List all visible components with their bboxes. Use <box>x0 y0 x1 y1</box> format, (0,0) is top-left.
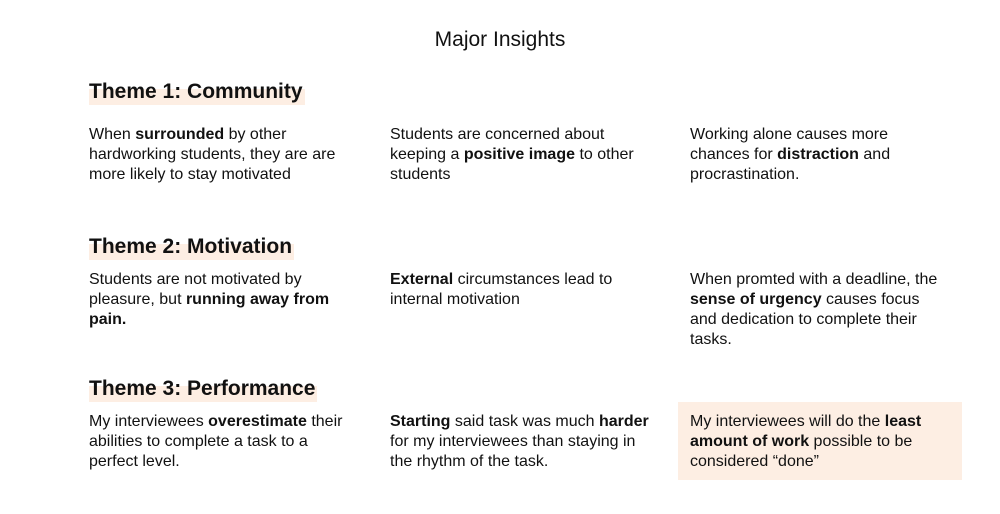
highlight-card <box>678 402 962 480</box>
insight-motivation-urgency: When promted with a deadline, the sense … <box>690 271 938 348</box>
insight-motivation-external: External circumstances lead to internal … <box>390 271 613 308</box>
theme-1-heading: Theme 1: Community <box>89 79 305 105</box>
page-title: Major Insights <box>434 28 566 51</box>
insight-motivation-pain: Students are not motivated by pleasure, … <box>89 271 330 328</box>
theme-2-heading: Theme 2: Motivation <box>89 234 295 260</box>
insight-performance-overestimate: My interviewees overestimate their abili… <box>89 413 343 470</box>
insight-performance-least-work: My interviewees will do the least amount… <box>690 413 922 470</box>
theme-3-heading: Theme 3: Performance <box>89 376 318 402</box>
insight-performance-starting: Starting said task was much harder for m… <box>390 413 649 470</box>
insight-community-distraction: Working alone causes more chances for di… <box>690 126 891 183</box>
insight-community-surrounded: When surrounded by other hardworking stu… <box>89 126 336 183</box>
insight-community-image: Students are concerned about keeping a p… <box>390 126 634 183</box>
